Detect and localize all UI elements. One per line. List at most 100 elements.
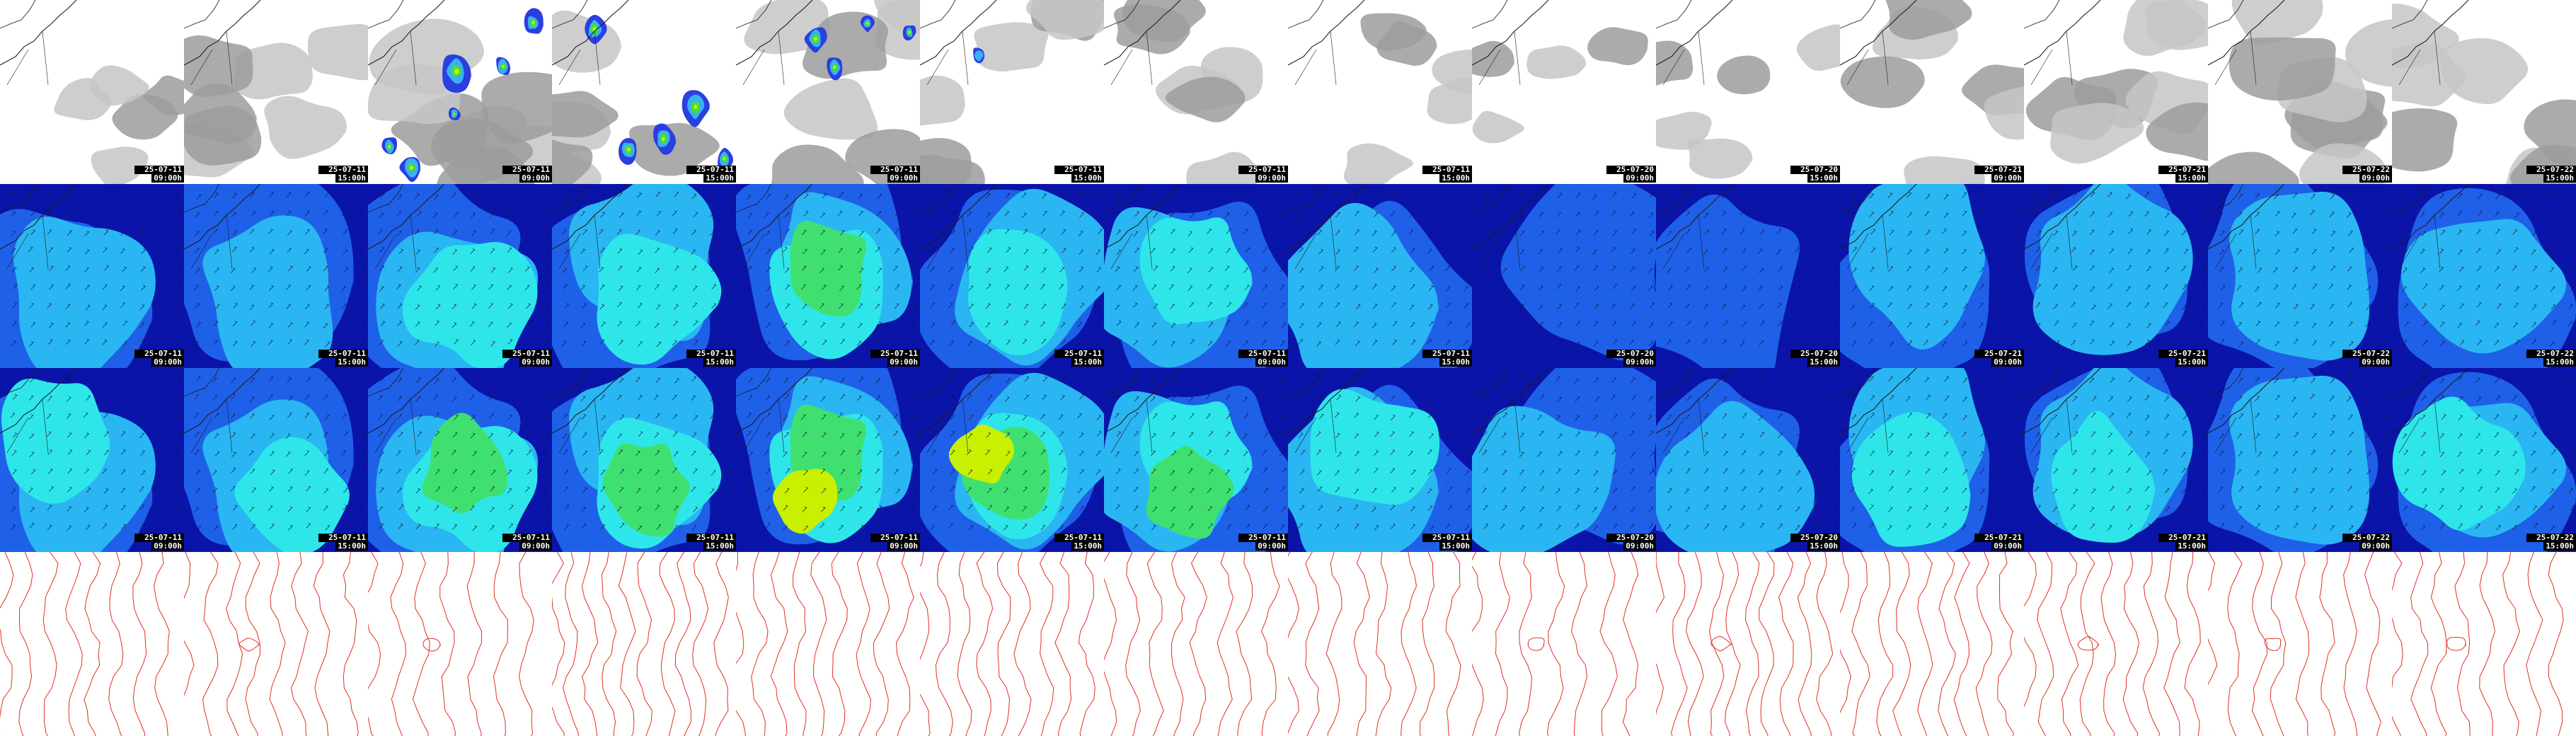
wind-barb (250, 413, 255, 419)
map-tile-wind-high[interactable]: 25-07-11 09:00h (736, 368, 920, 552)
map-tile-pressure[interactable] (920, 552, 1104, 736)
map-tile-cloud[interactable]: 25-07-21 09:00h (1840, 0, 2024, 184)
map-tile-wind-low[interactable]: 25-07-21 09:00h (1840, 184, 2024, 368)
map-tile-cloud[interactable]: 25-07-20 15:00h (1656, 0, 1840, 184)
map-tile-pressure[interactable] (368, 552, 552, 736)
wind-barb (324, 376, 330, 382)
map-tile-wind-low[interactable]: 25-07-11 09:00h (0, 184, 184, 368)
map-tile-wind-low[interactable]: 25-07-22 09:00h (2208, 184, 2392, 368)
map-tile-cloud[interactable]: 25-07-11 15:00h (1288, 0, 1472, 184)
wind-barb (564, 248, 570, 255)
map-tile-pressure[interactable] (1472, 552, 1656, 736)
map-tile-pressure[interactable] (1656, 552, 1840, 736)
border-line (374, 30, 417, 86)
timestamp-time: 15:00h (703, 358, 736, 367)
map-tile-cloud[interactable]: 25-07-22 09:00h (2208, 0, 2392, 184)
map-tile-pressure[interactable] (2208, 552, 2392, 736)
wind-barb (1427, 248, 1432, 254)
map-tile-pressure[interactable] (1104, 552, 1288, 736)
wind-barb (2127, 265, 2132, 271)
map-tile-wind-low[interactable]: 25-07-11 15:00h (920, 184, 1104, 368)
wind-barb (747, 212, 753, 218)
map-tile-cloud[interactable]: 25-07-11 15:00h (184, 0, 368, 184)
wind-barb (563, 469, 569, 476)
map-tile-pressure[interactable] (2392, 552, 2576, 736)
wind-barb (360, 376, 365, 382)
map-tile-wind-high[interactable]: 25-07-11 09:00h (368, 368, 552, 552)
map-tile-wind-high[interactable]: 25-07-11 09:00h (0, 368, 184, 552)
map-tile-wind-high[interactable]: 25-07-21 09:00h (1840, 368, 2024, 552)
wind-barb (1796, 304, 1802, 310)
map-tile-wind-high[interactable]: 25-07-20 15:00h (1656, 368, 1840, 552)
wind-barb (1686, 395, 1691, 401)
map-tile-cloud[interactable]: 25-07-11 09:00h (368, 0, 552, 184)
map-tile-wind-high[interactable]: 25-07-11 15:00h (920, 368, 1104, 552)
wind-barb (304, 321, 310, 328)
wind-barb (1721, 339, 1727, 345)
map-tile-wind-low[interactable]: 25-07-20 09:00h (1472, 184, 1656, 368)
map-tile-wind-low[interactable]: 25-07-21 15:00h (2024, 184, 2208, 368)
map-tile-wind-high[interactable]: 25-07-22 15:00h (2392, 368, 2576, 552)
isobar-line (2319, 552, 2336, 736)
map-tile-cloud[interactable]: 25-07-22 15:00h (2392, 0, 2576, 184)
wind-barb (1409, 376, 1415, 382)
map-tile-cloud[interactable]: 25-07-21 15:00h (2024, 0, 2208, 184)
map-tile-wind-low[interactable]: 25-07-11 09:00h (368, 184, 552, 368)
map-tile-wind-low[interactable]: 25-07-20 15:00h (1656, 184, 1840, 368)
timestamp-label: 25-07-11 15:00h (1054, 534, 1104, 551)
map-tile-wind-high[interactable]: 25-07-11 15:00h (552, 368, 736, 552)
map-tile-wind-low[interactable]: 25-07-11 09:00h (736, 184, 920, 368)
map-tile-wind-low[interactable]: 25-07-22 15:00h (2392, 184, 2576, 368)
wind-barb (582, 523, 587, 529)
timestamp-time: 09:00h (887, 358, 920, 367)
wind-barb (2292, 267, 2298, 272)
wind-barb (2439, 284, 2444, 291)
wind-speed-band (2032, 184, 2197, 355)
timestamp-time: 09:00h (887, 174, 920, 183)
wind-barb (1004, 506, 1010, 512)
map-tile-wind-low[interactable]: 25-07-11 15:00h (1288, 184, 1472, 368)
wind-barb (1555, 229, 1560, 235)
wind-barb (1299, 247, 1304, 253)
map-tile-cloud[interactable]: 25-07-11 09:00h (0, 0, 184, 184)
wind-barb (1316, 322, 1322, 328)
cloud-area (1165, 76, 1248, 122)
wind-barb (194, 432, 200, 437)
map-tile-wind-high[interactable]: 25-07-22 09:00h (2208, 368, 2392, 552)
map-tile-pressure[interactable] (1840, 552, 2024, 736)
map-tile-wind-high[interactable]: 25-07-11 09:00h (1104, 368, 1288, 552)
wind-barb (1061, 229, 1066, 235)
map-tile-wind-low[interactable]: 25-07-11 09:00h (1104, 184, 1288, 368)
border-line (920, 368, 956, 397)
map-tile-wind-low[interactable]: 25-07-11 15:00h (552, 184, 736, 368)
wind-barb (1171, 506, 1176, 512)
map-tile-wind-high[interactable]: 25-07-21 15:00h (2024, 368, 2208, 552)
map-tile-pressure[interactable] (736, 552, 920, 736)
map-tile-wind-low[interactable]: 25-07-11 15:00h (184, 184, 368, 368)
wind-barb (2495, 284, 2501, 289)
wind-barb (1373, 376, 1379, 383)
map-tile-wind-high[interactable]: 25-07-11 15:00h (1288, 368, 1472, 552)
map-tile-pressure[interactable] (552, 552, 736, 736)
wind-barb (1263, 506, 1268, 512)
wind-barb (1392, 339, 1398, 345)
map-tile-pressure[interactable] (0, 552, 184, 736)
wind-barb (1703, 249, 1708, 255)
map-tile-cloud[interactable]: 25-07-11 09:00h (1104, 0, 1288, 184)
map-tile-wind-high[interactable]: 25-07-11 15:00h (184, 368, 368, 552)
wind-barb (341, 450, 347, 456)
map-tile-pressure[interactable] (2024, 552, 2208, 736)
wind-barb (1428, 285, 1434, 291)
map-tile-cloud[interactable]: 25-07-11 09:00h (736, 0, 920, 184)
wind-barb (304, 304, 310, 310)
map-tile-pressure[interactable] (184, 552, 368, 736)
map-tile-cloud[interactable]: 25-07-11 15:00h (552, 0, 736, 184)
wind-barb (1374, 450, 1379, 456)
map-tile-cloud[interactable]: 25-07-11 15:00h (920, 0, 1104, 184)
map-tile-cloud[interactable]: 25-07-20 09:00h (1472, 0, 1656, 184)
map-tile-wind-high[interactable]: 25-07-20 09:00h (1472, 368, 1656, 552)
isobar-line (132, 552, 147, 736)
wind-barb (415, 321, 420, 327)
map-tile-pressure[interactable] (1288, 552, 1472, 736)
wind-barb (2330, 378, 2335, 384)
